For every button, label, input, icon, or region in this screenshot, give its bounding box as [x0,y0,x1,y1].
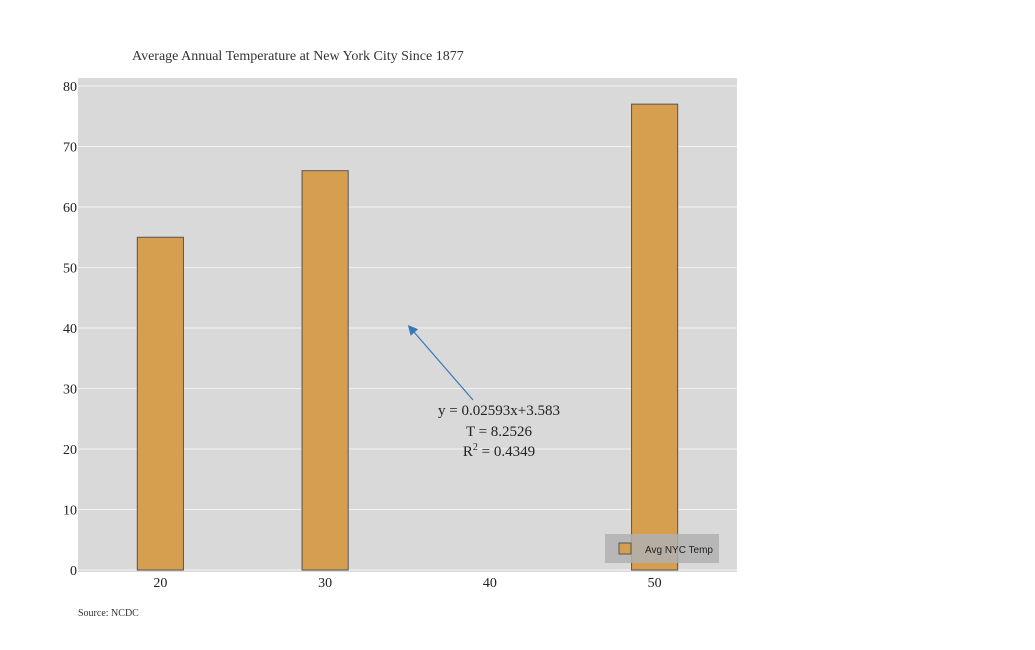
y-tick-label: 0 [70,564,77,579]
bar [301,170,349,571]
x-tick-label: 20 [153,576,167,591]
regression-annotation: y = 0.02593x+3.583 T = 8.2526 R2 = 0.434… [407,324,560,460]
y-tick-label: 70 [63,141,77,156]
y-tick-label: 10 [63,504,77,519]
x-tick-label: 50 [648,576,662,591]
y-tick-label: 50 [63,262,77,277]
y-tick-label: 30 [63,383,77,398]
chart-title: Average Annual Temperature at New York C… [132,49,464,64]
annotation-arrow [407,324,474,401]
bar [136,236,184,571]
bar [631,103,679,571]
annotation-r-squared: R2 = 0.4349 [463,442,535,460]
y-tick-label: 60 [63,201,77,216]
legend: Avg NYC Temp [605,534,719,563]
legend-swatch [618,542,632,555]
y-tick-label: 80 [63,80,77,95]
x-tick-label: 40 [483,576,497,591]
y-tick-label: 20 [63,443,77,458]
legend-label: Avg NYC Temp [645,545,713,556]
grid-lines [78,85,737,571]
bars [136,103,679,571]
y-axis-ticks: 0 10 20 30 40 50 60 70 80 [63,80,77,579]
x-tick-label: 30 [318,576,332,591]
y-tick-label: 40 [63,322,77,337]
annotation-t-value: T = 8.2526 [466,424,533,440]
x-axis-ticks: 20 30 40 50 [153,576,661,591]
annotation-equation: y = 0.02593x+3.583 [438,403,560,419]
plot-background [78,78,737,572]
source-note: Source: NCDC [78,608,139,619]
